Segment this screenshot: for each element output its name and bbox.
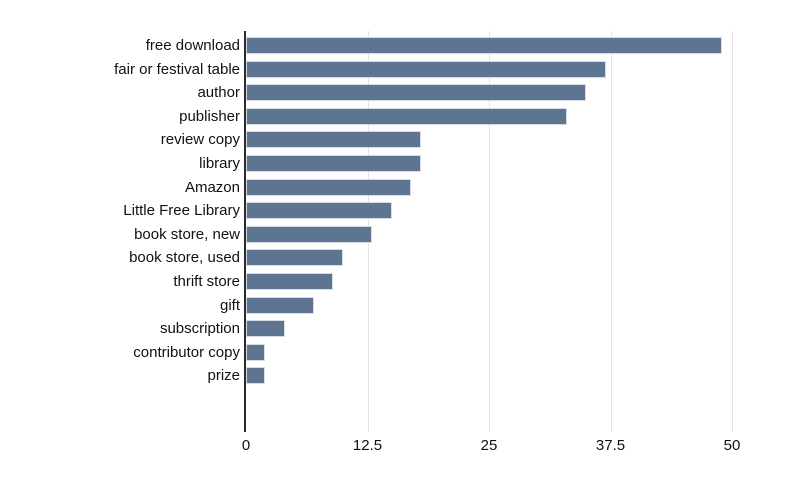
x-tick-label: 37.5 [595,437,626,454]
plot-area [244,31,745,432]
bar [246,60,606,78]
category-label: prize [207,367,240,385]
category-label: thrift store [173,273,240,290]
bar [246,343,266,361]
gridline [732,31,733,432]
x-tick-label: 50 [723,437,741,454]
gridline [610,31,612,432]
bar [246,296,315,314]
bar [246,178,412,196]
x-tick-label: 0 [241,437,251,454]
bar [246,273,334,290]
bar [246,131,421,149]
category-label: book store, used [129,249,240,267]
bar [246,84,587,102]
category-label: review copy [160,131,240,149]
category-label: subscription [159,320,240,338]
y-axis-line [244,31,246,432]
category-label: fair or festival table [114,60,240,78]
bar [246,225,373,243]
category-label: contributor copy [133,343,240,361]
category-label: free download [145,37,240,54]
bar [246,202,392,220]
category-label: Amazon [184,178,240,196]
bar [246,367,266,385]
gridline [489,31,490,432]
x-tick-label: 12.5 [352,437,383,454]
category-label: book store, new [134,225,240,243]
category-label: library [199,155,240,172]
category-label: Little Free Library [123,202,240,220]
x-tick-label: 25 [480,437,498,454]
bar [246,249,344,267]
bar [246,37,723,54]
bar [246,320,285,338]
category-label: gift [219,296,240,314]
category-label: publisher [179,107,240,125]
bar [246,107,567,125]
bar [246,155,421,172]
category-label: author [197,84,240,102]
